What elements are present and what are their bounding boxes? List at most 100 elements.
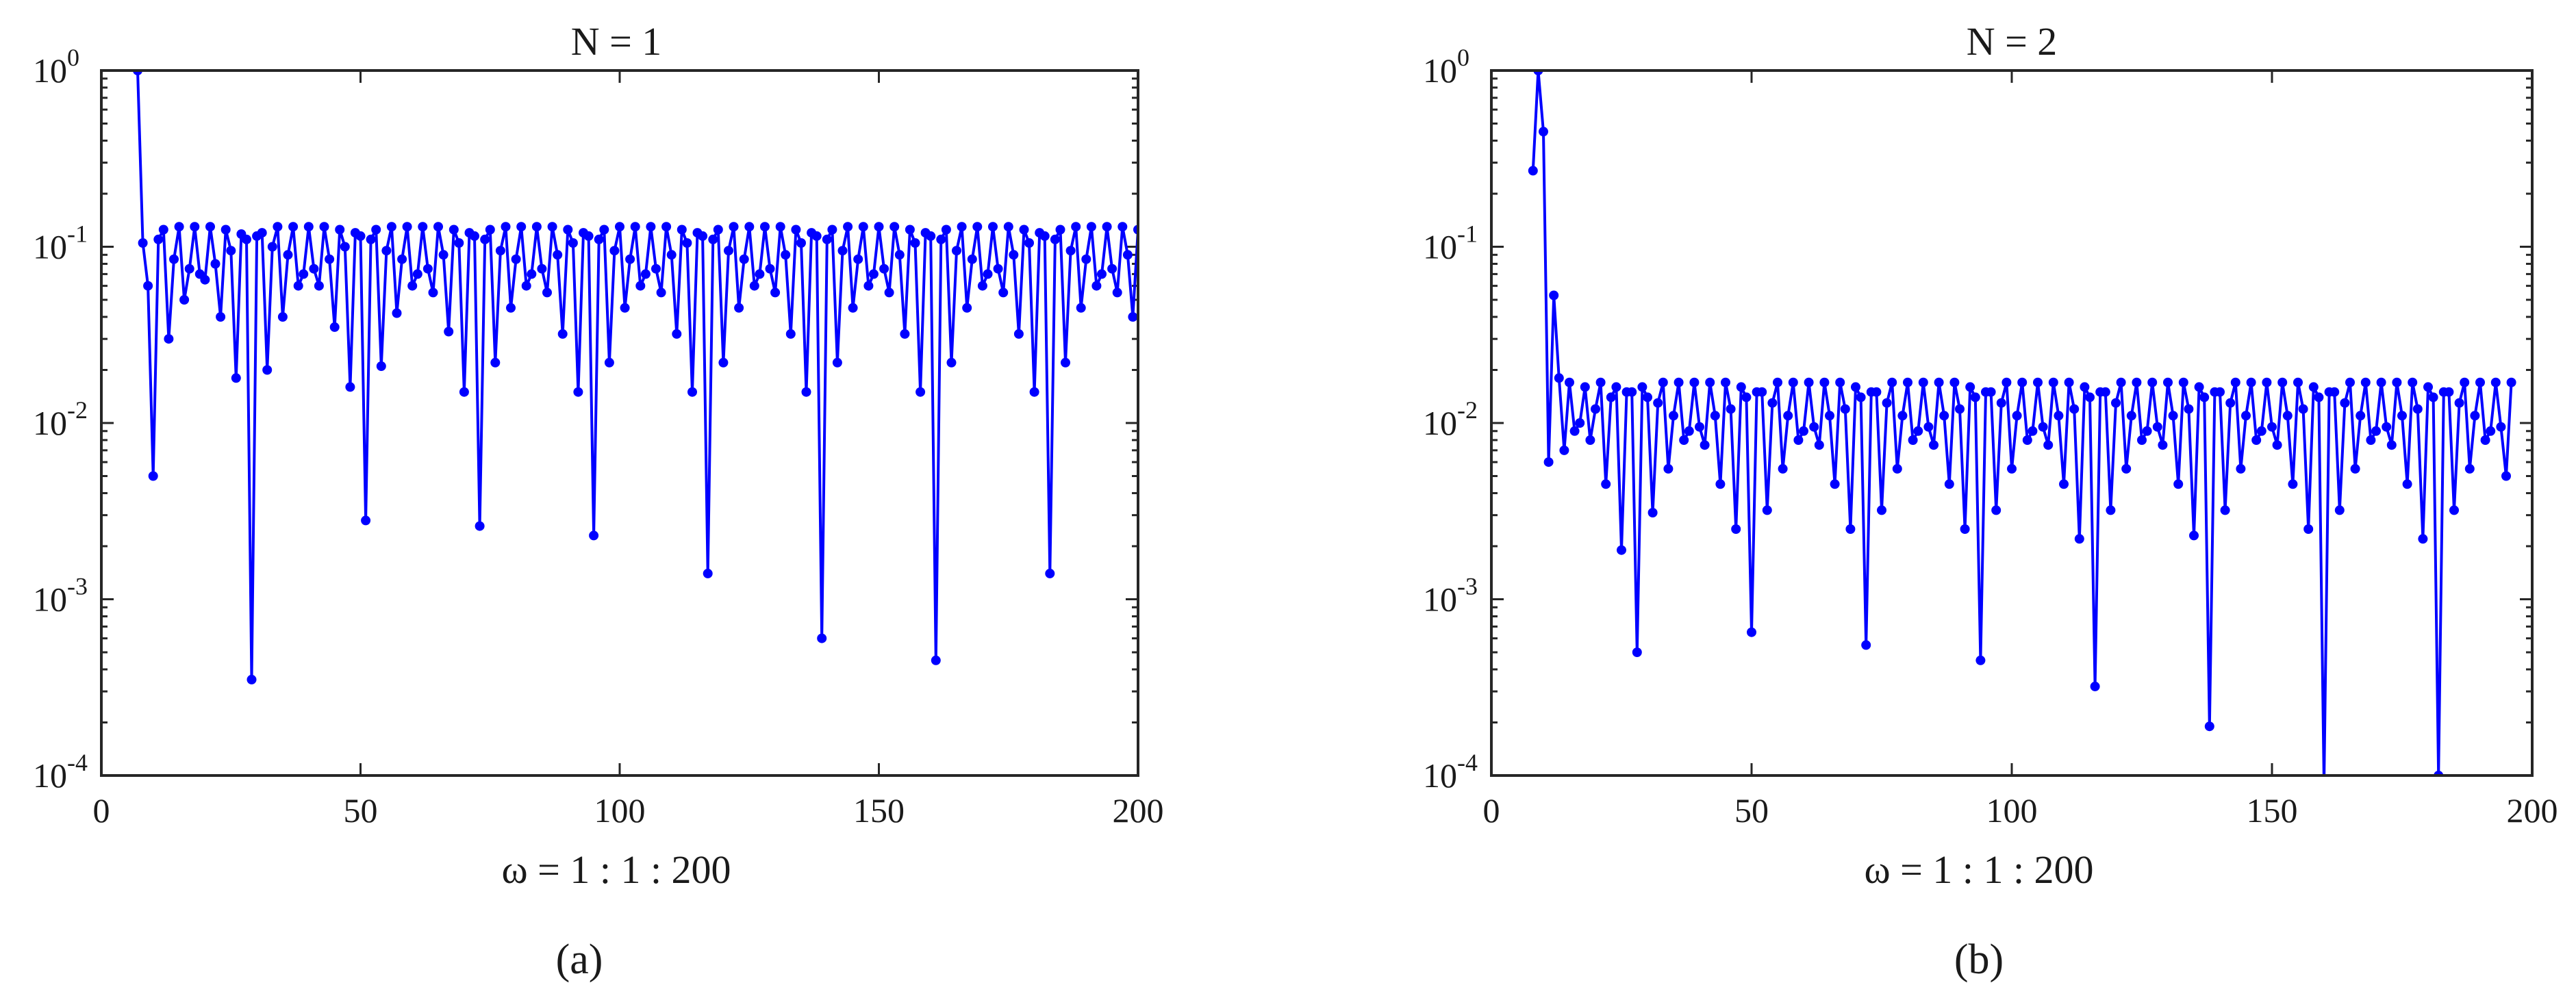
data-point	[801, 387, 811, 397]
data-point	[1809, 422, 1819, 432]
data-point	[910, 238, 920, 248]
data-point	[376, 361, 386, 371]
data-point	[1045, 568, 1055, 578]
x-tick-label: 150	[853, 791, 905, 830]
data-point	[402, 222, 412, 232]
data-point	[226, 246, 236, 256]
series-markers	[1528, 0, 2521, 775]
data-point	[594, 234, 604, 244]
data-point	[1736, 382, 1746, 392]
data-point	[1783, 411, 1793, 421]
data-point	[1949, 377, 1960, 387]
data-point	[521, 281, 531, 291]
data-point	[2501, 471, 2511, 481]
data-point	[2512, 0, 2521, 5]
data-point	[1591, 404, 1600, 414]
data-point	[2460, 377, 2470, 387]
data-point	[2158, 440, 2168, 450]
data-point	[2225, 398, 2236, 408]
data-point	[2251, 435, 2262, 445]
data-point	[2506, 377, 2516, 387]
data-point	[2308, 382, 2319, 392]
data-point	[708, 234, 718, 244]
data-point	[2288, 479, 2298, 489]
data-point	[345, 382, 355, 392]
x-tick-label: 100	[1986, 791, 2038, 830]
data-point	[495, 246, 505, 256]
data-point	[832, 357, 842, 368]
data-point	[1955, 404, 1965, 414]
data-point	[977, 281, 987, 291]
data-point	[210, 259, 220, 269]
tick-marks	[100, 69, 1139, 777]
data-point	[428, 287, 438, 298]
data-point	[2002, 377, 2012, 387]
data-point	[1934, 377, 1944, 387]
data-point	[1944, 479, 1954, 489]
data-point	[2215, 387, 2225, 397]
data-point	[2371, 426, 2381, 436]
data-point	[2236, 463, 2246, 474]
data-point	[2204, 721, 2214, 732]
y-tick-label: 10-1	[1423, 220, 1478, 266]
data-point	[397, 254, 407, 264]
data-point	[1050, 234, 1060, 244]
data-point	[635, 281, 646, 291]
data-point	[1679, 435, 1689, 445]
data-point	[1580, 382, 1590, 392]
x-axis-label: ω = 1 : 1 : 200	[501, 847, 731, 892]
data-point	[998, 287, 1009, 298]
series-line	[136, 70, 1138, 681]
data-point	[1840, 404, 1850, 414]
data-point	[1086, 222, 1096, 232]
y-tick-label: 10-2	[1423, 396, 1478, 442]
panel-label: (a)	[556, 936, 603, 983]
data-point	[874, 222, 884, 232]
y-tick-label: 100	[1423, 44, 1469, 90]
data-point	[734, 303, 744, 313]
x-tick-label: 100	[594, 791, 646, 830]
data-point	[242, 234, 251, 244]
data-point	[449, 225, 459, 235]
data-point	[1674, 377, 1684, 387]
data-point	[1918, 377, 1928, 387]
data-point	[941, 225, 951, 235]
data-point	[164, 334, 174, 344]
data-point	[1877, 505, 1886, 515]
data-point	[1112, 287, 1122, 298]
data-point	[2178, 377, 2188, 387]
data-point	[1669, 411, 1678, 421]
data-point	[293, 281, 303, 291]
data-point	[1799, 426, 1808, 436]
data-point	[1856, 392, 1866, 402]
data-point	[651, 264, 661, 274]
data-point	[2241, 411, 2251, 421]
data-point	[962, 303, 972, 313]
data-point	[599, 225, 609, 235]
data-point	[2246, 377, 2256, 387]
data-point	[1009, 250, 1019, 260]
data-point	[1814, 440, 1824, 450]
data-point	[1929, 440, 1939, 450]
data-point	[656, 287, 666, 298]
data-point	[1845, 524, 1856, 534]
data-point	[220, 225, 231, 235]
data-point	[557, 329, 568, 339]
data-point	[392, 308, 402, 318]
plot-area: 0 50 100 150 200 10-4 10-3 10-2 10-1 100	[1423, 0, 2558, 830]
data-point	[568, 238, 578, 248]
data-point	[2345, 377, 2355, 387]
data-point	[2464, 463, 2475, 474]
data-point	[972, 222, 983, 232]
y-tick-label: 10-3	[1423, 573, 1478, 619]
data-point	[1788, 377, 1798, 387]
data-point	[1908, 435, 1918, 445]
data-point	[698, 231, 708, 241]
data-point	[2017, 377, 2028, 387]
data-point	[889, 222, 900, 232]
data-point	[325, 254, 335, 264]
data-point	[625, 254, 635, 264]
data-point	[386, 222, 396, 232]
data-point	[2074, 534, 2084, 544]
data-point	[2106, 505, 2116, 515]
